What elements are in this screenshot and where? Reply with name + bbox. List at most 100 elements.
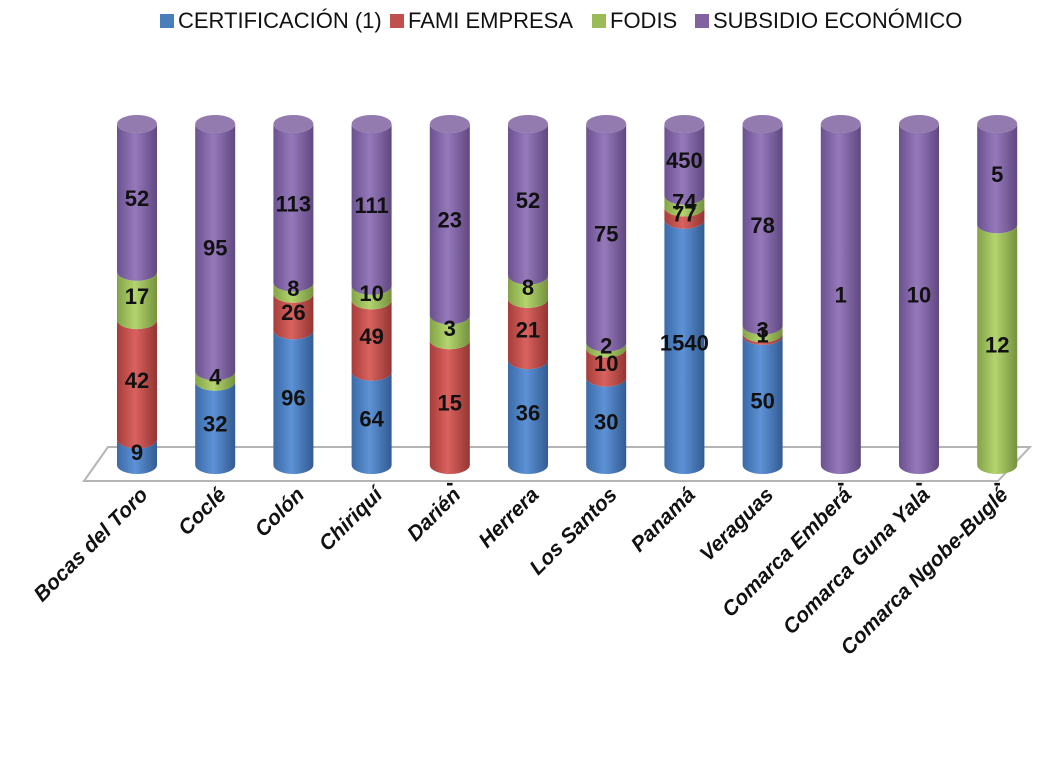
segment-subsidio-economico xyxy=(429,124,470,325)
legend-label-fami-empresa: FAMI EMPRESA xyxy=(408,8,573,33)
segment-fodis xyxy=(117,271,157,330)
value-label: 113 xyxy=(276,191,312,216)
segment-certificacion-1 xyxy=(664,219,705,474)
value-label-dash: - xyxy=(915,470,922,495)
segment-fodis xyxy=(429,315,470,350)
category-label-comarca-ngobe-bugle: Comarca Ngobe-Buglé xyxy=(836,483,1013,660)
legend-swatch-certificacion-1 xyxy=(160,14,174,28)
value-label-dash: - xyxy=(994,470,1001,495)
segment-fodis xyxy=(273,282,314,303)
value-label: 23 xyxy=(438,208,462,233)
bars: 9421752324959626811364491011115323362185… xyxy=(117,115,1018,495)
bar-comarca-embera: 1 xyxy=(820,115,861,474)
category-label-darien: Darién xyxy=(403,483,465,545)
bar-top-cap xyxy=(742,115,783,133)
legend: CERTIFICACIÓN (1) FAMI EMPRESA FODIS SUBSID… xyxy=(160,8,962,33)
value-label: 5 xyxy=(991,162,1003,187)
value-label: 10 xyxy=(359,281,383,306)
segment-subsidio-economico xyxy=(820,124,861,474)
bar-bocas-del-toro: 9 42 17 52 xyxy=(117,115,157,474)
value-label-dash: - xyxy=(446,470,453,495)
segment-fami-empresa xyxy=(351,300,392,381)
legend-label-fodis: FODIS xyxy=(610,8,677,33)
segment-fodis xyxy=(351,285,392,310)
value-label: 52 xyxy=(516,188,540,213)
bar-cocle: 32 4 95 xyxy=(195,115,236,474)
value-label: 26 xyxy=(281,300,305,325)
bar-veraguas: 50 13 78 xyxy=(742,115,783,474)
segment-subsidio-economico xyxy=(195,124,236,381)
category-labels: Bocas del Toro Coclé Colón Chiriquí Darién He… xyxy=(30,481,1013,660)
value-label: 4 xyxy=(209,364,222,389)
bar-top-cap xyxy=(977,115,1018,133)
value-label: 96 xyxy=(281,386,305,411)
segment-fami-empresa xyxy=(586,348,627,387)
value-label: 64 xyxy=(359,406,384,431)
bar-top-cap xyxy=(664,115,705,133)
category-label-herrera: Herrera xyxy=(474,483,543,552)
legend-swatch-subsidio-economico xyxy=(695,14,709,28)
value-label: 15 xyxy=(438,391,462,416)
value-label: 8 xyxy=(287,276,299,301)
category-label-chiriqui: Chiriquí xyxy=(315,481,390,556)
segment-certificacion-1 xyxy=(195,381,236,474)
bar-top-cap xyxy=(195,115,236,133)
category-label-veraguas: Veraguas xyxy=(696,483,779,566)
segment-fami-empresa xyxy=(664,207,705,229)
segment-certificacion-1 xyxy=(742,335,783,474)
bar-top-cap xyxy=(508,115,548,133)
bar-los-santos: 30 102 75 xyxy=(586,115,627,474)
value-label: 2 xyxy=(600,334,612,359)
value-label: 30 xyxy=(594,409,618,434)
segment-fodis xyxy=(586,342,627,358)
value-label: 32 xyxy=(203,411,227,436)
bar-top-cap xyxy=(586,115,627,133)
value-label: 17 xyxy=(125,284,149,309)
value-label: 52 xyxy=(125,186,149,211)
category-label-comarca-embera: Comarca Emberá xyxy=(718,483,857,622)
segment-fodis xyxy=(742,325,783,343)
value-label: 9 xyxy=(131,440,143,465)
bar-top-cap xyxy=(820,115,861,133)
legend-label-certificacion-1: CERTIFICACIÓN (1) xyxy=(178,8,382,33)
bar-top-cap xyxy=(899,115,939,133)
segment-certificacion-1 xyxy=(351,371,392,474)
value-label: 3 xyxy=(756,317,768,342)
bar-comarca-ngobe-bugle: 12 5 xyxy=(977,115,1018,474)
segment-fami-empresa xyxy=(273,293,314,340)
bar-comarca-guna-yala: 10 xyxy=(899,115,939,474)
segment-fodis xyxy=(195,371,236,391)
bar-colon: 96 268 113 xyxy=(273,115,314,474)
segment-subsidio-economico xyxy=(586,124,627,352)
bar-top-cap xyxy=(117,115,157,133)
segment-fodis xyxy=(977,224,1018,474)
value-label: 74 xyxy=(672,190,697,215)
category-label-comarca-guna-yala: Comarca Guna Yala xyxy=(779,483,935,639)
value-label: 42 xyxy=(125,368,149,393)
category-label-panama: Panamá xyxy=(627,483,700,556)
segment-subsidio-economico xyxy=(508,124,548,285)
value-label: 1 xyxy=(756,323,768,348)
legend-swatch-fami-empresa xyxy=(390,14,404,28)
value-label: 95 xyxy=(203,236,227,261)
bar-chiriqui: 64 49 10 111 xyxy=(351,115,392,474)
segment-fami-empresa xyxy=(508,298,548,370)
value-label: 8 xyxy=(522,275,534,300)
value-label: 77 xyxy=(672,202,696,227)
category-label-bocas-del-toro: Bocas del Toro xyxy=(30,483,153,606)
category-label-cocle: Coclé xyxy=(174,483,231,540)
segment-certificacion-1 xyxy=(508,360,548,474)
bar-top-cap xyxy=(351,115,392,133)
value-label: 78 xyxy=(750,213,774,238)
segment-subsidio-economico xyxy=(351,124,392,295)
value-label: 1 xyxy=(835,283,847,308)
legend-swatch-fodis xyxy=(592,14,606,28)
value-label: 3 xyxy=(444,316,456,341)
bar-top-cap xyxy=(429,115,470,133)
value-label: 50 xyxy=(750,388,774,413)
value-label: 36 xyxy=(516,401,540,426)
segment-fami-empresa xyxy=(429,340,470,474)
segment-certificacion-1 xyxy=(273,330,314,474)
